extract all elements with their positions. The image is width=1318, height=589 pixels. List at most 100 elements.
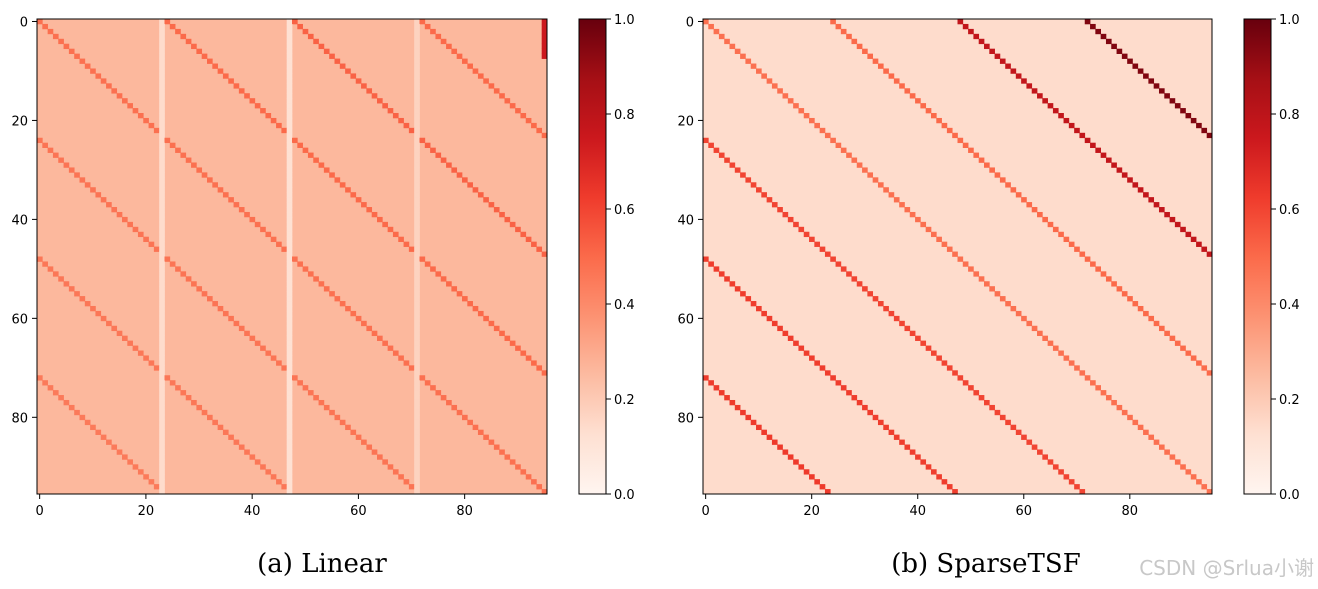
heatmap-cell xyxy=(286,380,293,386)
heatmap-cell xyxy=(766,197,773,203)
heatmap-cell xyxy=(777,207,783,213)
heatmap-cell xyxy=(973,33,980,40)
heatmap-cell xyxy=(1174,340,1181,346)
heatmap-cell xyxy=(313,395,319,401)
heatmap-cell xyxy=(541,19,548,25)
heatmap-cell xyxy=(159,28,165,35)
heatmap-cell xyxy=(238,88,245,94)
heatmap-cell xyxy=(116,93,123,99)
heatmap-cell xyxy=(840,385,847,391)
heatmap-cell xyxy=(414,330,420,337)
heatmap-cell xyxy=(180,33,187,40)
heatmap-cell xyxy=(217,424,224,431)
heatmap-cell xyxy=(270,117,277,124)
heatmap-cell xyxy=(52,33,59,40)
heatmap-cell xyxy=(984,162,990,168)
heatmap-cell xyxy=(377,216,383,223)
heatmap-cell xyxy=(398,474,404,480)
heatmap-cell xyxy=(787,98,794,104)
heatmap-cell xyxy=(414,399,420,406)
heatmap-cell xyxy=(872,414,879,421)
heatmap-cell xyxy=(244,211,250,218)
heatmap-cell xyxy=(909,449,916,455)
heatmap-cell xyxy=(286,340,293,346)
heatmap-cell xyxy=(159,83,165,89)
heatmap-cell xyxy=(127,103,133,109)
heatmap-cell xyxy=(504,335,511,341)
heatmap-cell xyxy=(419,256,426,262)
heatmap-cell xyxy=(47,28,54,35)
heatmap-cell xyxy=(909,211,916,218)
heatmap-cell xyxy=(1084,19,1091,25)
heatmap-cell xyxy=(286,474,293,480)
heatmap-cell xyxy=(159,48,165,54)
heatmap-cell xyxy=(323,286,330,292)
heatmap-cell xyxy=(872,296,879,302)
heatmap-cell xyxy=(286,325,293,332)
heatmap-cell xyxy=(862,286,868,292)
heatmap-cell xyxy=(159,33,165,40)
heatmap-cell xyxy=(1127,58,1133,64)
heatmap-cell xyxy=(207,58,213,64)
heatmap-cell xyxy=(414,484,420,490)
heatmap-cell xyxy=(1121,53,1128,59)
heatmap-cell xyxy=(724,395,730,401)
heatmap-cell xyxy=(904,444,911,450)
heatmap-cell xyxy=(307,271,314,277)
heatmap-cell xyxy=(414,286,420,292)
heatmap-cell xyxy=(904,207,911,213)
heatmap-cell xyxy=(1068,479,1075,485)
heatmap-cell xyxy=(440,276,447,282)
heatmap-cell xyxy=(1095,28,1101,35)
heatmap-cell xyxy=(541,33,548,40)
heatmap-cell xyxy=(297,23,303,30)
heatmap-cell xyxy=(515,108,521,114)
heatmap-cell xyxy=(307,152,314,158)
heatmap-cell xyxy=(159,305,165,312)
heatmap-cell xyxy=(729,43,736,50)
heatmap-cell xyxy=(74,291,80,297)
heatmap-cell xyxy=(84,419,91,426)
heatmap-cell xyxy=(159,479,165,485)
heatmap-cell xyxy=(339,182,346,188)
heatmap-cell xyxy=(1063,474,1070,480)
heatmap-cell xyxy=(159,226,165,233)
heatmap-cell xyxy=(1174,103,1181,109)
heatmap-cell xyxy=(159,414,165,421)
heatmap-cell xyxy=(148,360,155,366)
heatmap-cell xyxy=(968,28,974,35)
heatmap-cell xyxy=(515,226,521,233)
heatmap-cell xyxy=(414,182,420,188)
heatmap-cell xyxy=(159,464,165,470)
heatmap-cell xyxy=(286,152,293,158)
heatmap-cell xyxy=(1052,345,1059,351)
heatmap-cell xyxy=(159,63,165,69)
heatmap-cell xyxy=(159,177,165,183)
heatmap-cell xyxy=(893,78,900,84)
heatmap-cell xyxy=(244,330,250,337)
heatmap-cell xyxy=(830,375,836,381)
heatmap-cell xyxy=(803,350,810,356)
heatmap-cell xyxy=(713,147,720,153)
heatmap-cell xyxy=(1090,261,1096,267)
heatmap-cell xyxy=(973,390,980,396)
heatmap-cell xyxy=(984,281,990,287)
heatmap-cell xyxy=(1105,276,1112,282)
heatmap-cell xyxy=(159,221,165,228)
heatmap-cell xyxy=(159,187,165,193)
heatmap-cell xyxy=(159,281,165,287)
heatmap-cell xyxy=(446,162,452,168)
heatmap-cell xyxy=(761,192,767,198)
heatmap-cell xyxy=(286,167,293,173)
heatmap-cell xyxy=(989,48,995,54)
heatmap-cell xyxy=(1058,469,1064,475)
y-tick-label: 20 xyxy=(11,114,28,129)
heatmap-cell xyxy=(350,429,357,435)
heatmap-cell xyxy=(708,261,714,267)
heatmap-cell xyxy=(499,330,505,337)
heatmap-cell xyxy=(734,404,741,411)
colorbar-linear: 0.0 0.2 0.4 0.6 0.8 1.0 xyxy=(578,13,635,503)
heatmap-cell xyxy=(286,469,293,475)
heatmap-cell xyxy=(212,63,218,69)
heatmap-cell xyxy=(1153,83,1160,89)
